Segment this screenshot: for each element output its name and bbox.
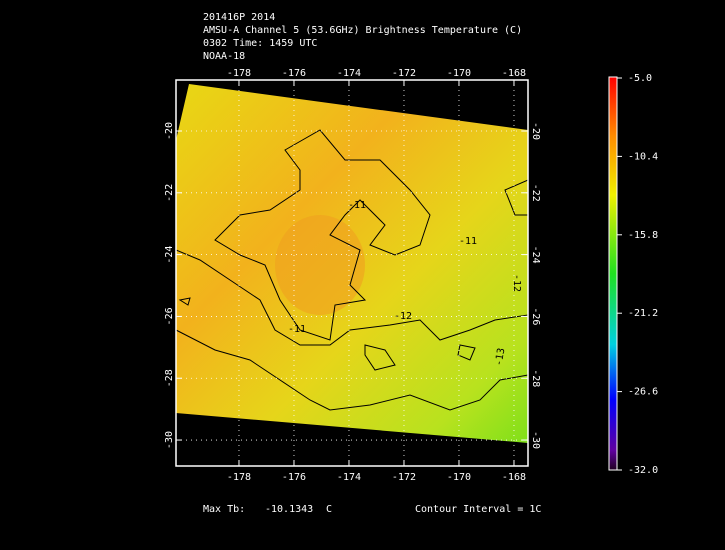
colorbar-label: -5.0 bbox=[628, 73, 652, 84]
header-line: 0302 Time: 1459 UTC bbox=[203, 38, 317, 49]
contour-label: -11 bbox=[459, 236, 477, 247]
x-tick-label: -170 bbox=[447, 68, 471, 79]
colorbar-label: -21.2 bbox=[628, 308, 658, 319]
y-tick-label: -22 bbox=[530, 184, 541, 202]
y-tick-label: -22 bbox=[164, 184, 175, 202]
contours bbox=[175, 129, 529, 411]
contour-label: -12 bbox=[511, 274, 522, 292]
x-tick-label: -178 bbox=[227, 68, 251, 79]
footer-interval: Contour Interval = 1C bbox=[415, 504, 541, 515]
plot-frame bbox=[175, 79, 529, 467]
x-tick-label: -178 bbox=[227, 472, 251, 483]
colorbar-label: -32.0 bbox=[628, 465, 658, 476]
footer-value: -10.1343 bbox=[265, 504, 313, 515]
contour-label: -11 bbox=[288, 324, 306, 335]
x-tick-label: -176 bbox=[282, 472, 306, 483]
y-tick-label: -26 bbox=[164, 307, 175, 325]
x-tick-label: -170 bbox=[447, 472, 471, 483]
y-tick-label: -20 bbox=[530, 122, 541, 140]
header-line: AMSU-A Channel 5 (53.6GHz) Brightness Te… bbox=[203, 25, 522, 36]
y-tick-label: -28 bbox=[530, 369, 541, 387]
y-tick-label: -24 bbox=[530, 246, 541, 264]
x-tick-label: -174 bbox=[337, 472, 361, 483]
colorbar-label: -10.4 bbox=[628, 151, 658, 162]
footer-unit: C bbox=[326, 504, 332, 515]
y-tick-label: -20 bbox=[164, 122, 175, 140]
x-tick-label: -174 bbox=[337, 68, 361, 79]
y-tick-label: -24 bbox=[164, 246, 175, 264]
colorbar-label: -26.6 bbox=[628, 387, 658, 398]
footer-label: Max Tb: bbox=[203, 504, 245, 515]
y-tick-label: -30 bbox=[530, 431, 541, 449]
header-line: 201416P 2014 bbox=[203, 12, 275, 23]
header-line: NOAA-18 bbox=[203, 51, 245, 62]
colorbar bbox=[608, 76, 618, 471]
x-tick-label: -168 bbox=[502, 68, 526, 79]
colorbar-label: -15.8 bbox=[628, 230, 658, 241]
y-tick-label: -26 bbox=[530, 307, 541, 325]
contour-label: -11 bbox=[348, 200, 366, 211]
x-tick-label: -172 bbox=[392, 68, 416, 79]
x-tick-label: -172 bbox=[392, 472, 416, 483]
x-tick-label: -168 bbox=[502, 472, 526, 483]
y-tick-label: -28 bbox=[164, 369, 175, 387]
x-tick-label: -176 bbox=[282, 68, 306, 79]
warm-core bbox=[275, 215, 365, 315]
contour-label: -12 bbox=[394, 311, 412, 322]
contour-label: -13 bbox=[494, 347, 508, 367]
y-tick-label: -30 bbox=[164, 431, 175, 449]
